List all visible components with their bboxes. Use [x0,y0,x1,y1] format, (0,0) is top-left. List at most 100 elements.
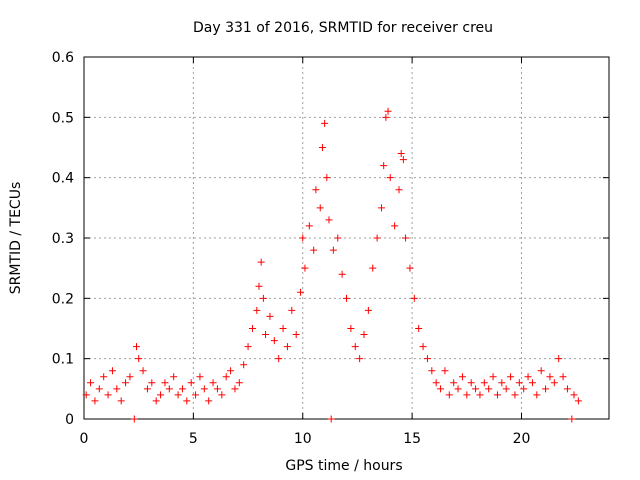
data-point [275,355,283,363]
data-point [380,162,388,170]
data-point [139,367,147,375]
data-point [100,373,108,381]
data-point [360,331,368,339]
data-point [476,391,484,399]
data-point [493,391,501,399]
y-tick-label: 0.3 [52,231,74,247]
data-point [222,373,230,381]
data-point [312,186,320,194]
data-point [472,385,480,393]
data-point [511,391,519,399]
data-point [574,397,582,405]
data-point [445,391,453,399]
data-point [178,385,186,393]
data-point [415,325,423,332]
x-tick-label: 0 [80,431,89,447]
data-point [406,264,414,272]
data-point [458,373,466,381]
data-point [301,264,309,272]
data-point [555,355,563,363]
y-tick-label: 0.2 [52,291,74,307]
data-point [410,294,418,302]
data-point [437,385,445,393]
data-point [174,391,182,399]
data-point [334,234,342,242]
data-point [196,373,204,381]
data-point [382,113,390,121]
data-point [279,325,287,332]
data-point [528,379,536,387]
data-point [170,373,178,381]
data-point [325,216,333,224]
data-point [231,385,239,393]
y-tick-label: 0.5 [52,110,74,126]
data-point [183,397,191,405]
data-point [292,331,300,339]
x-tick-label: 20 [513,431,531,447]
data-point [428,367,436,375]
data-point [227,367,235,375]
data-point [318,144,326,151]
data-point [133,343,140,351]
data-point [480,379,488,387]
data-point [209,379,217,387]
data-point [143,385,151,393]
data-point [343,294,350,302]
data-point [454,385,462,393]
data-point [91,397,99,405]
data-point [200,385,208,393]
data-point [563,385,571,393]
data-point [423,355,431,363]
data-point [266,312,274,320]
data-point [432,379,440,387]
data-point [570,391,578,399]
data-point [347,325,355,332]
data-point [253,306,261,314]
data-point [546,373,554,381]
data-point [386,174,394,182]
data-point [187,379,195,387]
data-point [450,379,458,387]
data-point [104,391,112,399]
data-point [148,379,156,387]
data-point [213,385,221,393]
data-point [165,385,173,393]
data-point [397,150,405,158]
data-point [441,367,449,375]
data-point [192,391,200,399]
data-point [113,385,121,393]
data-point [419,343,427,351]
data-point [391,222,399,230]
data-point [240,361,248,369]
y-tick-label: 0.1 [52,352,74,368]
x-tick-label: 10 [294,431,312,447]
data-point [498,379,506,387]
data-point [467,379,475,387]
data-point [329,246,337,254]
data-point [384,107,392,115]
data-point [489,373,497,381]
data-point [463,391,471,399]
data-point [299,234,307,242]
data-point [351,343,359,351]
x-axis: 0 5 10 15 20 [80,57,531,447]
data-point [255,282,263,290]
x-tick-label: 15 [403,431,421,447]
y-axis: 0 0.1 0.2 0.3 0.4 0.5 0.6 [52,50,609,428]
data-point [338,270,346,278]
data-point [270,337,278,345]
data-point [321,119,329,127]
data-point [283,343,291,351]
data-point [152,397,160,405]
data-point [402,234,410,242]
y-tick-label: 0.6 [52,50,74,66]
data-point [520,385,528,393]
data-point [502,385,510,393]
data-point [369,264,377,272]
data-point [550,379,558,387]
data-point [95,385,103,393]
data-point [559,373,567,381]
data-point [507,373,515,381]
data-point [378,204,385,212]
